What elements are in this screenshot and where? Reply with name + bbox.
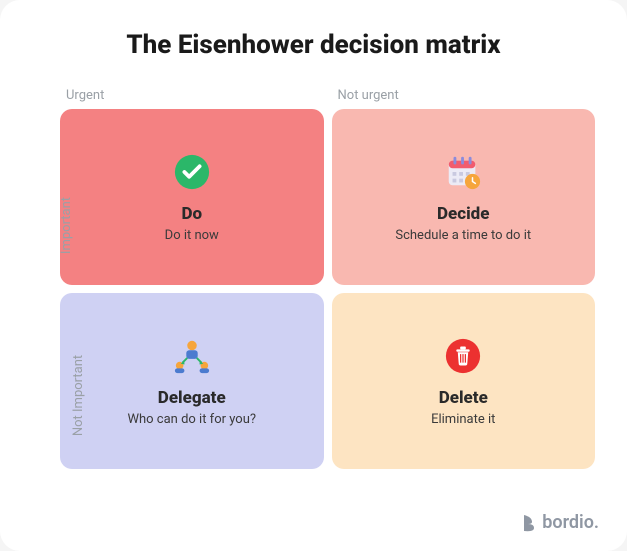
matrix-grid: Do Do it now: [60, 109, 595, 469]
people-transfer-icon: [172, 336, 212, 376]
brand-name: bordio.: [542, 512, 599, 533]
check-circle-icon: [172, 152, 212, 192]
quad-subtitle: Schedule a time to do it: [395, 228, 531, 243]
quadrant-delete: Delete Eliminate it: [332, 293, 596, 469]
quadrant-decide: Decide Schedule a time to do it: [332, 109, 596, 285]
quad-title: Delegate: [158, 388, 226, 408]
col-header-not-urgent: Not urgent: [332, 88, 596, 103]
brand-logo: bordio.: [522, 512, 599, 533]
quadrant-delegate: Delegate Who can do it for you?: [60, 293, 324, 469]
matrix-card: The Eisenhower decision matrix Important…: [0, 0, 627, 551]
calendar-clock-icon: [443, 152, 483, 192]
page-title: The Eisenhower decision matrix: [32, 30, 595, 60]
quad-subtitle: Do it now: [165, 228, 219, 243]
quad-title: Decide: [437, 204, 489, 224]
matrix-wrap: Important Not Important Urgent Not urgen…: [60, 88, 595, 469]
trash-circle-icon: [443, 336, 483, 376]
quadrant-do: Do Do it now: [60, 109, 324, 285]
quad-title: Do: [181, 204, 202, 224]
quad-subtitle: Who can do it for you?: [127, 412, 256, 427]
quad-subtitle: Eliminate it: [431, 412, 495, 427]
row-label-important: Important: [59, 197, 74, 254]
quad-title: Delete: [439, 388, 488, 408]
bordio-mark-icon: [522, 514, 536, 532]
column-headers: Urgent Not urgent: [60, 88, 595, 103]
col-header-urgent: Urgent: [60, 88, 324, 103]
row-label-not-important: Not Important: [71, 355, 86, 436]
